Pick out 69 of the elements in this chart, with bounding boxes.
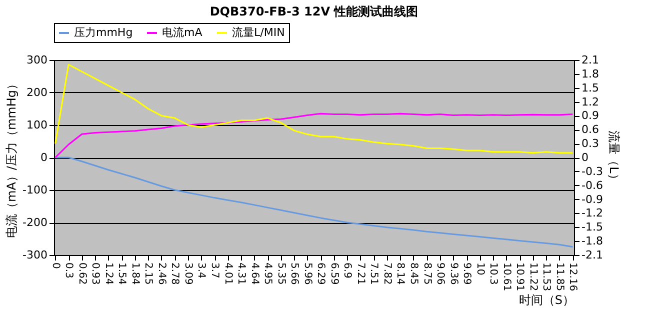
x-tick-label: 6.29 xyxy=(315,262,326,285)
y-tick-label: 0 xyxy=(40,151,48,164)
y2-tick-label: 1.2 xyxy=(582,95,599,108)
chart-title: DQB370-FB-3 12V 性能测试曲线图 xyxy=(210,4,418,18)
x-axis-title: 时间（S） xyxy=(518,293,574,308)
y2-tick-label: 0.9 xyxy=(582,109,599,122)
x-tick-label: 11.22 xyxy=(527,262,538,292)
x-tick-label: 7.82 xyxy=(381,262,392,285)
x-tick-label: 5.66 xyxy=(288,262,300,285)
x-tick-label: 1.84 xyxy=(129,262,140,285)
y2-tick-label: -0.6 xyxy=(582,178,603,192)
x-tick-label: 2.78 xyxy=(169,262,180,285)
y-tick-label: 100 xyxy=(26,118,48,132)
x-tick-label: 4.31 xyxy=(236,262,247,285)
y2-tick-label: 0.6 xyxy=(582,123,599,136)
x-tick-label: 9.36 xyxy=(448,262,459,285)
x-tick-label: 0.3 xyxy=(63,262,74,278)
x-tick-label: 3.09 xyxy=(182,262,194,285)
y-axis-title: 电流（mA）/压力（mmHg） xyxy=(4,78,19,238)
x-tick-label: 5.35 xyxy=(275,262,286,285)
x-tick-label: 11.53 xyxy=(540,262,552,292)
y-tick-label: 300 xyxy=(26,54,48,66)
y2-tick-label: -1.5 xyxy=(582,220,603,234)
x-tick-label: 4.64 xyxy=(248,262,260,285)
x-tick-label: 1.24 xyxy=(102,262,114,285)
y2-tick-label: -2.1 xyxy=(582,248,603,262)
y2-tick-label: -1.8 xyxy=(582,234,603,248)
x-tick-label: 0 xyxy=(50,262,61,269)
x-tick-label: 10.61 xyxy=(500,262,512,292)
x-tick-label: 8.75 xyxy=(421,262,432,285)
x-tick-label: 8.45 xyxy=(408,262,419,285)
x-tick-label: 10 xyxy=(474,262,486,276)
x-tick-label: 8.14 xyxy=(394,262,406,285)
x-tick-label: 9.69 xyxy=(461,262,472,285)
x-tick-label: 4.01 xyxy=(222,262,234,285)
x-tick-label: 0.62 xyxy=(76,262,88,285)
y-tick-label: -300 xyxy=(22,248,48,262)
y2-tick-label: 0.3 xyxy=(582,137,599,150)
x-tick-label: 2.15 xyxy=(142,262,154,285)
y2-tick-label: -0.3 xyxy=(582,164,603,178)
y2-tick-label: -1.2 xyxy=(582,206,603,220)
y2-axis-title: 流量（L） xyxy=(606,130,621,186)
x-tick-label: 3.4 xyxy=(196,262,207,278)
y2-tick-label: 0 xyxy=(582,151,588,164)
y2-tick-label: 1.8 xyxy=(582,67,599,80)
x-tick-label: 6.59 xyxy=(328,262,340,285)
x-tick-label: 0.93 xyxy=(90,262,101,285)
x-tick-label: 7.21 xyxy=(354,262,366,285)
y-tick-label: -100 xyxy=(22,184,48,196)
x-tick-label: 9.06 xyxy=(434,262,446,285)
x-tick-label: 12.16 xyxy=(567,262,578,292)
y2-tick-label: 1.5 xyxy=(582,81,599,94)
x-tick-label: 11.85 xyxy=(554,262,565,292)
x-tick-label: 10.3 xyxy=(488,262,499,285)
x-tick-label: 7.51 xyxy=(368,262,380,285)
y-tick-label: -200 xyxy=(22,216,48,229)
y2-tick-label: -0.9 xyxy=(582,192,603,206)
x-tick-label: 4.95 xyxy=(262,262,274,285)
x-tick-label: 1.54 xyxy=(116,262,128,285)
legend-label: 压力mmHg xyxy=(74,26,133,39)
x-tick-label: 5.96 xyxy=(302,262,313,285)
y-tick-label: 200 xyxy=(26,86,48,99)
y2-tick-label: 2.1 xyxy=(582,54,599,66)
x-tick-label: 10.91 xyxy=(514,262,526,292)
legend-label: 电流mA xyxy=(162,26,203,39)
x-tick-label: 6.9 xyxy=(342,262,353,278)
x-tick-label: 2.46 xyxy=(156,262,167,285)
x-tick-label: 3.7 xyxy=(209,262,220,278)
legend-label: 流量L/MIN xyxy=(232,26,285,39)
